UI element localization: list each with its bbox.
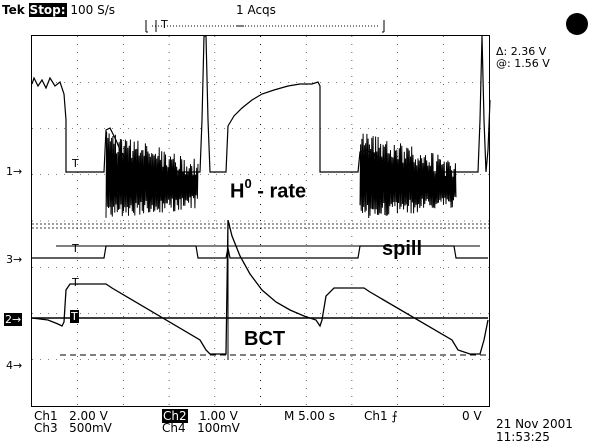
- graticule-grid: [32, 36, 489, 406]
- ch4-readout: Ch4 100mV: [162, 421, 240, 435]
- timebase-readout: M 5.00 s: [284, 409, 335, 423]
- trigger-level: 0 V: [462, 409, 482, 423]
- trigger-readout: Ch1 ⨍: [364, 409, 398, 423]
- ch2-trace: [31, 219, 489, 355]
- ch3-ground-marker[interactable]: 3→: [6, 253, 23, 266]
- ch1-trace: [31, 35, 491, 173]
- ch4-trigger-marker: T: [70, 310, 79, 323]
- h0-rate-annotation: H0 - rate: [230, 176, 307, 203]
- record-bracket: [145, 20, 385, 33]
- trigger-position-marker[interactable]: T: [161, 18, 168, 31]
- ch2-ground-marker[interactable]: 2→: [4, 313, 23, 326]
- sample-rate: 100 S/s: [70, 3, 116, 17]
- ch1-readout: Ch1 2.00 V: [34, 409, 108, 423]
- time-readout: 11:53:25: [496, 430, 550, 444]
- cursor-position: @: 1.56 V: [496, 57, 550, 70]
- spill-annotation: spill: [382, 238, 423, 260]
- scope-header: Tek Stop: 100 S/s: [2, 3, 115, 17]
- rising-edge-icon: ⨍: [391, 409, 398, 423]
- ch2-readout: Ch2 1.00 V: [162, 409, 238, 423]
- ch3-readout: Ch3 500mV: [34, 421, 112, 435]
- ch4-ground-marker[interactable]: 4→: [6, 359, 23, 372]
- ch1-ground-marker[interactable]: 1→: [6, 165, 23, 178]
- record-dot-icon: [566, 13, 588, 35]
- acquisition-state: Stop:: [28, 3, 67, 17]
- ch2-trigger-marker: T: [72, 276, 79, 289]
- date-readout: 21 Nov 2001: [496, 417, 573, 431]
- ch1-trigger-marker: T: [72, 157, 79, 170]
- cursor-delta: Δ: 2.36 V: [496, 45, 547, 58]
- h0-burst-left: [105, 131, 199, 218]
- ch3-trigger-marker: T: [72, 242, 79, 255]
- bct-annotation: BCT: [244, 328, 286, 350]
- h0-burst-right: [359, 133, 457, 219]
- acquisition-count: 1 Acqs: [236, 3, 276, 17]
- graticule-frame: [31, 35, 490, 407]
- brand-label: Tek: [2, 3, 25, 17]
